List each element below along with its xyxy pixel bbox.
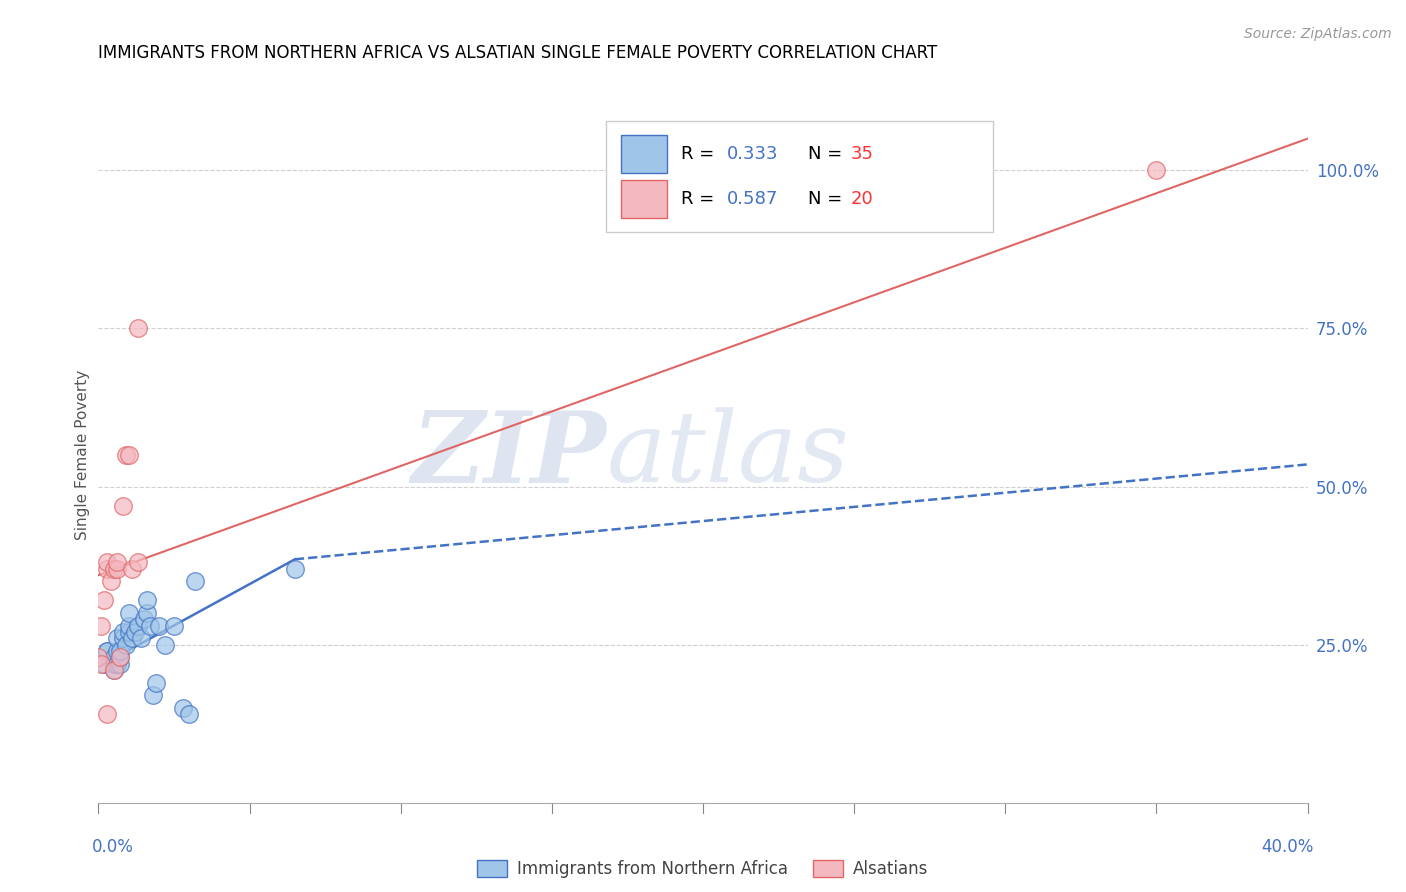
- Point: [96, 644, 118, 658]
- Legend: Immigrants from Northern Africa, Alsatians: Immigrants from Northern Africa, Alsatia…: [471, 854, 935, 885]
- Text: Source: ZipAtlas.com: Source: ZipAtlas.com: [1244, 27, 1392, 41]
- Point: [100, 574, 122, 589]
- Point: [139, 618, 162, 632]
- Point: [96, 556, 118, 570]
- Text: 0.587: 0.587: [727, 190, 779, 208]
- Text: 35: 35: [851, 145, 873, 162]
- Point: [121, 632, 143, 646]
- Point: [108, 657, 131, 671]
- Point: [90, 657, 112, 671]
- Point: [132, 612, 155, 626]
- Text: N =: N =: [808, 145, 848, 162]
- Point: [90, 618, 112, 632]
- Text: ZIP: ZIP: [412, 407, 606, 503]
- Point: [103, 657, 125, 671]
- Text: atlas: atlas: [606, 408, 849, 502]
- Point: [184, 574, 207, 589]
- Text: 0.333: 0.333: [727, 145, 779, 162]
- Point: [96, 562, 118, 576]
- Point: [103, 663, 125, 677]
- Point: [118, 448, 141, 462]
- Point: [108, 644, 131, 658]
- Point: [114, 448, 136, 462]
- Text: 40.0%: 40.0%: [1261, 838, 1313, 855]
- Point: [1144, 163, 1167, 178]
- FancyBboxPatch shape: [621, 180, 666, 219]
- Y-axis label: Single Female Poverty: Single Female Poverty: [75, 370, 90, 540]
- Point: [127, 556, 149, 570]
- Point: [111, 625, 134, 640]
- Point: [114, 638, 136, 652]
- Point: [103, 650, 125, 665]
- Point: [284, 562, 307, 576]
- Point: [96, 644, 118, 658]
- Point: [172, 701, 194, 715]
- Text: R =: R =: [682, 145, 720, 162]
- Point: [111, 499, 134, 513]
- Point: [127, 618, 149, 632]
- Point: [103, 663, 125, 677]
- Point: [105, 556, 128, 570]
- Point: [108, 650, 131, 665]
- Point: [177, 707, 201, 722]
- Point: [108, 650, 131, 665]
- Point: [96, 707, 118, 722]
- Text: IMMIGRANTS FROM NORTHERN AFRICA VS ALSATIAN SINGLE FEMALE POVERTY CORRELATION CH: IMMIGRANTS FROM NORTHERN AFRICA VS ALSAT…: [98, 45, 938, 62]
- Text: 20: 20: [851, 190, 873, 208]
- Point: [118, 625, 141, 640]
- Point: [105, 562, 128, 576]
- FancyBboxPatch shape: [621, 135, 666, 173]
- Text: 0.0%: 0.0%: [93, 838, 134, 855]
- Point: [124, 625, 146, 640]
- Point: [103, 562, 125, 576]
- Text: N =: N =: [808, 190, 848, 208]
- Point: [127, 321, 149, 335]
- Point: [135, 606, 157, 620]
- Point: [105, 644, 128, 658]
- Point: [129, 632, 152, 646]
- Point: [118, 606, 141, 620]
- Point: [153, 638, 176, 652]
- Point: [163, 618, 186, 632]
- Point: [93, 593, 115, 607]
- Point: [93, 657, 115, 671]
- Text: R =: R =: [682, 190, 720, 208]
- Point: [111, 632, 134, 646]
- Point: [121, 562, 143, 576]
- Point: [145, 675, 167, 690]
- Point: [148, 618, 170, 632]
- Point: [105, 657, 128, 671]
- Point: [87, 650, 110, 665]
- Point: [142, 688, 165, 702]
- FancyBboxPatch shape: [606, 121, 993, 232]
- Point: [105, 632, 128, 646]
- Point: [118, 618, 141, 632]
- Point: [135, 593, 157, 607]
